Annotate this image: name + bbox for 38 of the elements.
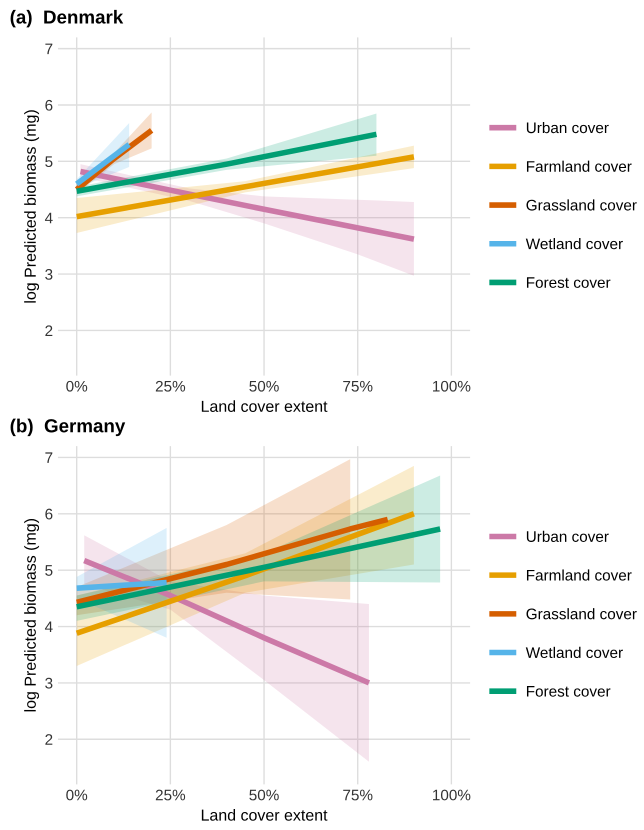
y-tick-label: 7 [45, 452, 52, 463]
y-axis-title: log Predicted biomass (mg) [24, 110, 40, 303]
legend-label: Grassland cover [526, 199, 637, 211]
legend-label: Forest cover [526, 686, 610, 697]
y-tick-label: 4 [44, 212, 53, 224]
y-tick-label: 6 [45, 100, 52, 111]
legend-label: Urban cover [526, 530, 609, 542]
y-tick-label: 6 [45, 508, 52, 520]
legend-label: Wetland cover [526, 646, 623, 658]
y-tick-label: 7 [45, 44, 52, 54]
legend-label: Urban cover [526, 122, 609, 134]
x-tick-label: 50% [249, 790, 279, 800]
legend-label: Forest cover [526, 277, 610, 288]
chart-title: (a) Denmark [10, 10, 124, 28]
legend-label: Farmland cover [526, 569, 632, 581]
y-axis-title: log Predicted biomass (mg) [24, 519, 40, 712]
legend-label: Wetland cover [526, 238, 623, 250]
legend-label: Grassland cover [526, 608, 637, 620]
x-tick-label: 0% [66, 790, 88, 800]
x-tick-label: 75% [343, 790, 372, 800]
chart-title: (b) Germany [10, 418, 126, 436]
y-tick-label: 5 [45, 156, 52, 168]
y-tick-label: 4 [44, 622, 53, 632]
x-tick-label: 25% [156, 790, 186, 800]
x-tick-label: 0% [66, 380, 88, 392]
x-axis-title: Land cover extent [202, 400, 328, 412]
y-tick-label: 3 [45, 678, 52, 689]
x-tick-label: 100% [433, 790, 470, 800]
x-tick-label: 75% [343, 380, 372, 392]
x-tick-label: 100% [433, 380, 470, 392]
x-tick-label: 25% [156, 380, 186, 392]
x-tick-label: 50% [249, 380, 279, 392]
y-tick-label: 3 [45, 268, 52, 280]
legend-label: Farmland cover [526, 160, 632, 172]
y-tick-label: 5 [45, 565, 52, 576]
y-tick-label: 2 [45, 734, 52, 745]
x-axis-title: Land cover extent [202, 809, 328, 821]
y-tick-label: 2 [45, 325, 52, 336]
